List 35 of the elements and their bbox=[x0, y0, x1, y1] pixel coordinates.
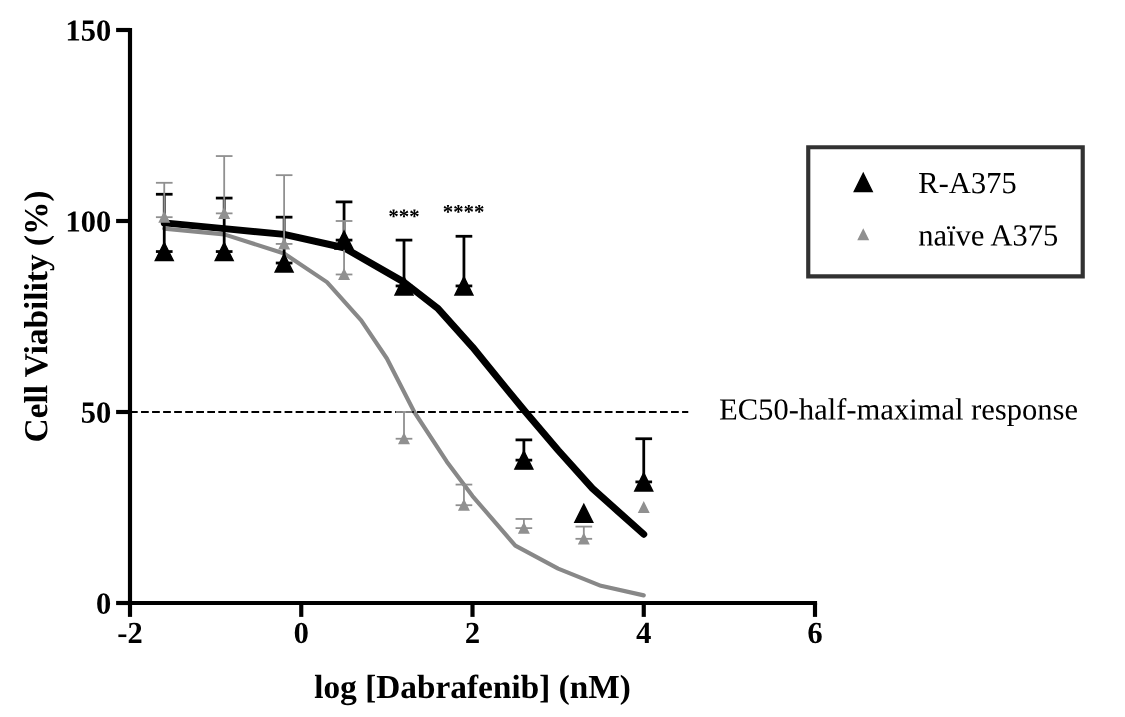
point bbox=[214, 241, 234, 262]
point bbox=[218, 207, 230, 219]
y-tick-label: 150 bbox=[67, 20, 111, 41]
point bbox=[638, 501, 650, 514]
y-tick-label: 100 bbox=[67, 211, 111, 232]
y-tick-label: 0 bbox=[97, 593, 111, 614]
point bbox=[518, 522, 530, 534]
point bbox=[458, 499, 470, 511]
ref-line-label: EC50-half-maximal response bbox=[719, 397, 1077, 427]
annotation: **** bbox=[443, 204, 484, 213]
annotation: *** bbox=[389, 209, 419, 218]
point bbox=[158, 211, 170, 223]
point bbox=[574, 503, 594, 523]
point bbox=[634, 472, 654, 492]
legend-label: naïve A375 bbox=[918, 225, 1058, 246]
legend-label: R-A375 bbox=[919, 172, 1016, 194]
point bbox=[398, 433, 410, 445]
point bbox=[274, 253, 294, 273]
point bbox=[394, 276, 414, 296]
point bbox=[514, 450, 534, 470]
x-tick-label: 6 bbox=[808, 622, 822, 644]
point bbox=[154, 241, 174, 262]
point bbox=[454, 276, 474, 296]
point bbox=[334, 230, 354, 250]
y-axis-title: Cell Viability (%) bbox=[23, 192, 55, 441]
point bbox=[278, 238, 290, 250]
x-tick-label: 2 bbox=[466, 622, 479, 643]
point bbox=[578, 533, 590, 545]
y-tick-label: 50 bbox=[81, 402, 111, 423]
x-tick-label: 4 bbox=[636, 622, 651, 643]
x-tick-label: -2 bbox=[118, 622, 142, 643]
x-axis-title: log [Dabrafenib] (nM) bbox=[314, 674, 630, 706]
x-tick-label: 0 bbox=[294, 622, 308, 644]
point bbox=[338, 268, 350, 281]
line-series bbox=[162, 226, 646, 598]
